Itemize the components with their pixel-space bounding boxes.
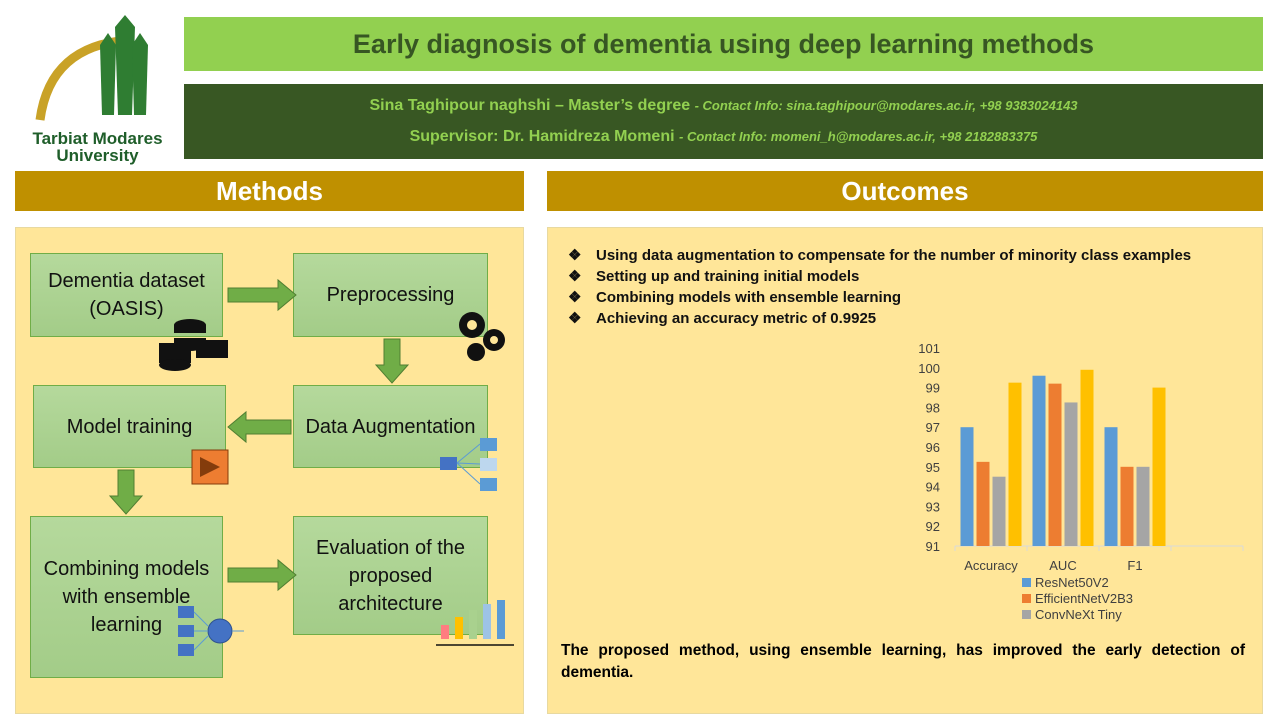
- legend-label: ConvNeXt Tiny: [1035, 607, 1122, 622]
- bar: [1032, 375, 1046, 546]
- bar: [992, 476, 1006, 546]
- poster-title: Early diagnosis of dementia using deep l…: [184, 17, 1263, 71]
- outcome-item: ❖ Combining models with ensemble learning: [568, 289, 902, 306]
- author-info: Sina Taghipour naghshi – Master’s degree…: [184, 84, 1263, 159]
- bar: [976, 461, 990, 546]
- legend-swatch: [1022, 594, 1031, 603]
- supervisor-contact: - Contact Info: momeni_h@modares.ac.ir, …: [679, 129, 1038, 145]
- metrics-bar-chart: 91 92 93 94 95 96 97 98 99 100 101 Accuracy AUC F1 Res…: [918, 341, 1244, 622]
- y-tick-label: 101: [918, 341, 940, 356]
- outcome-item: ❖ Setting up and training initial models: [568, 268, 860, 285]
- play-icon: [191, 449, 229, 485]
- diamond-bullet-icon: ❖: [568, 289, 582, 306]
- outcome-item: ❖ Achieving an accuracy metric of 0.9925: [568, 310, 877, 327]
- diamond-bullet-icon: ❖: [568, 268, 582, 285]
- x-tick-label: AUC: [1049, 558, 1076, 573]
- diamond-bullet-icon: ❖: [568, 247, 582, 264]
- step-dataset: Dementia dataset (OASIS): [30, 253, 223, 337]
- y-tick-label: 94: [926, 480, 940, 495]
- y-tick-label: 100: [918, 361, 940, 376]
- outcome-item: ❖ Using data augmentation to compensate f…: [568, 247, 1192, 264]
- logo-text: Tarbiat Modares University: [32, 129, 163, 165]
- flow-arrows: [108, 278, 514, 656]
- gears-icon: [459, 312, 505, 361]
- bar: [1104, 427, 1118, 546]
- y-tick-label: 99: [926, 381, 940, 396]
- step-augmentation: Data Augmentation: [293, 385, 488, 468]
- conclusion-text: The proposed method, using ensemble lear…: [561, 642, 1245, 681]
- student-name: Sina Taghipour naghshi – Master’s degree: [369, 96, 691, 114]
- bar: [1152, 387, 1166, 546]
- legend-label: EfficientNetV2B3: [1035, 591, 1133, 606]
- legend-label: ResNet50V2: [1035, 575, 1109, 590]
- bar: [1120, 466, 1134, 546]
- legend-swatch: [1022, 578, 1031, 587]
- supervisor-name: Supervisor: Dr. Hamidreza Momeni: [409, 128, 675, 146]
- university-logo: Tarbiat Modares University: [20, 15, 175, 164]
- x-tick-label: F1: [1127, 558, 1142, 573]
- y-tick-label: 93: [926, 499, 940, 514]
- diamond-bullet-icon: ❖: [568, 310, 582, 327]
- outcomes-header: Outcomes: [547, 171, 1263, 211]
- y-tick-label: 92: [926, 519, 940, 534]
- outcomes-list: ❖ Using data augmentation to compensate f…: [568, 246, 1260, 330]
- student-contact: - Contact Info: sina.taghipour@modares.a…: [694, 97, 1078, 113]
- y-tick-label: 98: [926, 400, 940, 415]
- ensemble-icon: [178, 606, 244, 656]
- bar: [1008, 382, 1022, 546]
- methods-header: Methods: [15, 171, 524, 211]
- bar: [1136, 466, 1150, 546]
- bar-chart-icon: [436, 600, 514, 646]
- x-tick-label: Accuracy: [964, 558, 1018, 573]
- y-tick-label: 95: [926, 460, 940, 475]
- bar: [1048, 383, 1062, 546]
- branch-icon: [440, 438, 497, 491]
- bar: [1064, 402, 1078, 546]
- y-tick-label: 91: [926, 539, 940, 554]
- y-tick-label: 97: [926, 420, 940, 435]
- database-icon: [159, 319, 228, 371]
- y-tick-label: 96: [926, 440, 940, 455]
- bar: [1080, 369, 1094, 546]
- legend-swatch: [1022, 610, 1031, 619]
- step-training: Model training: [33, 385, 226, 468]
- step-preprocessing: Preprocessing: [293, 253, 488, 337]
- bar: [960, 427, 974, 546]
- step-evaluation: Evaluation of the proposed architecture: [293, 516, 488, 635]
